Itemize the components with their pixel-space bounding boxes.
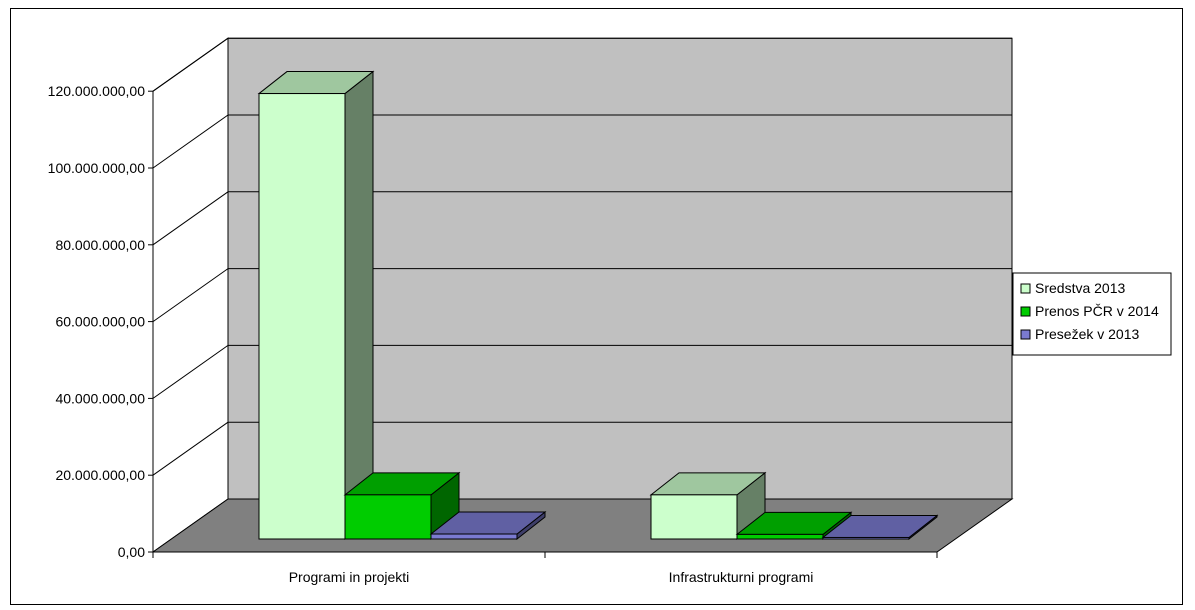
y-tick-label: 120.000.000,00 [48,83,146,99]
bar [344,494,432,540]
bar [736,533,824,540]
bar [822,536,910,540]
gridline-side [152,421,229,476]
y-tick-label: 80.000.000,00 [55,237,145,253]
y-tick-label: 40.000.000,00 [55,390,145,406]
bar-side [344,70,374,541]
legend-label: Prenos PČR v 2014 [1035,303,1159,319]
bar [258,93,346,540]
y-tick-label: 100.000.000,00 [48,160,146,176]
gridline-side [152,37,229,92]
x-category-label: Infrastrukturni programi [669,569,814,585]
gridline-side [152,344,229,399]
x-category-label: Programi in projekti [289,569,410,585]
bar [430,533,518,540]
legend-label: Presežek v 2013 [1035,326,1139,342]
legend-swatch [1020,283,1031,294]
bar [650,494,738,540]
gridline-side [152,268,229,323]
legend-box [1012,272,1172,356]
legend-label: Sredstva 2013 [1035,280,1125,296]
gridline-side [152,191,229,246]
gridline-side [152,114,229,169]
y-tick-label: 20.000.000,00 [55,467,145,483]
y-tick-label: 0,00 [118,544,145,560]
legend-swatch [1020,329,1031,340]
legend-swatch [1020,306,1031,317]
y-tick-label: 60.000.000,00 [55,314,145,330]
